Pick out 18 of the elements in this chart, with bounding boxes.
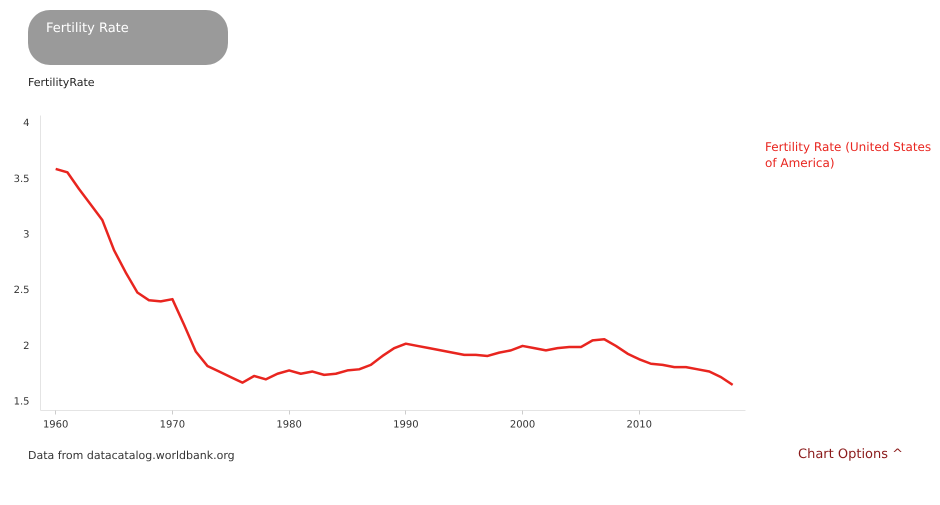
y-tick-label: 2.5 (14, 285, 30, 296)
text: Fertility Rate (United States of America) (765, 140, 932, 172)
x-tick-label: 2010 (626, 420, 652, 430)
text: Chart Options ^ (798, 446, 904, 464)
x-tick-label: 1990 (393, 420, 419, 430)
y-axis-title: FertilityRate (28, 75, 95, 91)
y-tick-label: 4 (23, 118, 30, 130)
y-tick-label: 1.5 (14, 396, 30, 408)
line-series (54, 168, 734, 386)
x-tick-label: 1980 (276, 420, 302, 430)
y-tick-label: 2 (23, 340, 30, 352)
y-tick-label: 3.5 (14, 174, 30, 185)
x-tick-label: 1960 (42, 420, 68, 430)
text: Fertility Rate (46, 20, 129, 38)
x-tick-label: 1970 (160, 420, 186, 430)
x-tick-label: 2000 (510, 420, 536, 430)
text: Data from datacatalog.worldbank.org (28, 448, 235, 464)
y-tick-label: 3 (23, 230, 30, 240)
